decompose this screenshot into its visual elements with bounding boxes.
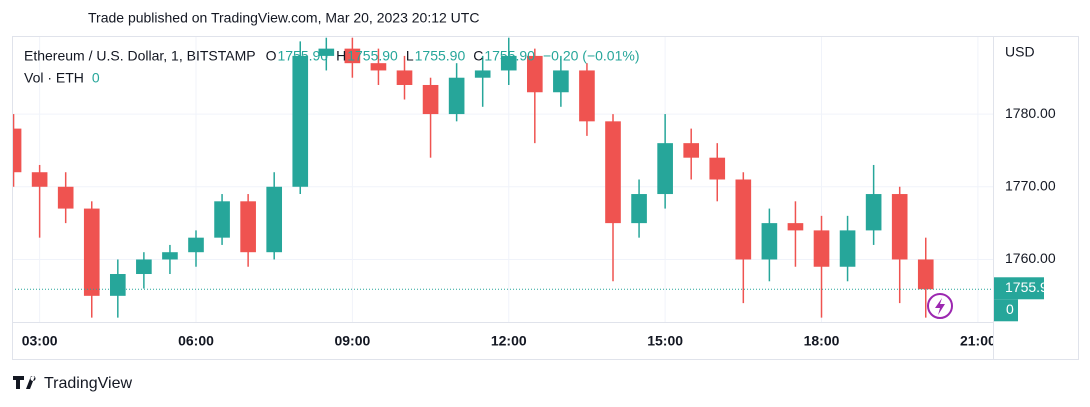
brand-logo (13, 376, 36, 389)
candle-body (344, 48, 361, 64)
candle-body (57, 186, 74, 209)
candle-body (813, 230, 830, 267)
candle-body (605, 121, 621, 224)
x-tick-label: 18:00 (804, 333, 840, 349)
legend: Ethereum / U.S. Dollar, 1, BITSTAMP O 1755… (24, 48, 640, 86)
y-tick-label: 1780.00 (1005, 105, 1056, 121)
last-price-tag (994, 277, 1044, 300)
x-tick-label: 09:00 (334, 333, 370, 349)
ohlc-value: 1755.90 (415, 48, 466, 64)
candle-body (683, 143, 700, 158)
candle-body (109, 274, 126, 296)
plot-area (13, 37, 993, 322)
change: −0.20 (−0.01%) (543, 48, 640, 64)
ohlc-key: O (266, 48, 277, 64)
candle-body (188, 237, 204, 253)
y-tick-label: 1760.00 (1005, 250, 1056, 266)
currency-label: USD (1005, 44, 1035, 60)
ohlc-key: L (406, 48, 414, 64)
ohlc-value: 1755.90 (484, 48, 535, 64)
candle-body (370, 63, 387, 71)
last-price-label: 1755.90 (1005, 279, 1056, 295)
candle-body (709, 157, 726, 180)
candle-body (318, 48, 335, 56)
candle-body (579, 70, 595, 122)
brand-name: TradingView (44, 375, 132, 392)
candle-body (500, 55, 517, 71)
candle-body (214, 201, 230, 238)
candle-body (526, 55, 543, 93)
candle-body (136, 259, 152, 275)
volume-tag (994, 299, 1018, 322)
candle-body (787, 223, 804, 231)
ohlc-value: 1755.90 (277, 48, 328, 64)
candle-body (839, 230, 856, 267)
candle-body (240, 201, 256, 253)
candle-body (396, 70, 413, 85)
price-axis: 1760.00 1770.00 1780.00 1755.90 0 (994, 105, 1056, 322)
volume-label: Vol · ETH (24, 70, 84, 86)
candle-body (865, 194, 882, 231)
candle-body (31, 172, 48, 187)
candle-body (761, 223, 778, 260)
candle-body (83, 208, 100, 296)
candle-body (735, 179, 752, 260)
ohlc-value: 1755.90 (347, 48, 398, 64)
candle-body (553, 70, 569, 93)
event-icon-bolt (935, 298, 945, 315)
x-tick-label: 12:00 (491, 333, 527, 349)
time-axis: 03:00 06:00 09:00 12:00 15:00 18:00 21:00 (22, 333, 996, 349)
ohlc-key: C (473, 48, 483, 64)
volume-tag-label: 0 (1006, 301, 1014, 317)
symbol-title: Ethereum / U.S. Dollar, 1, BITSTAMP (24, 48, 256, 64)
y-tick-label: 1770.00 (1005, 177, 1056, 193)
candle-body (162, 252, 178, 260)
candle-body (657, 143, 673, 195)
volume-value: 0 (92, 70, 100, 86)
chart-frame (12, 36, 1079, 360)
candle-body (891, 194, 908, 260)
x-tick-label: 06:00 (178, 333, 214, 349)
candle-body (422, 84, 439, 115)
x-tick-label: 21:00 (960, 333, 996, 349)
candle-body (292, 55, 309, 187)
candle-body (474, 70, 491, 78)
ohlc-key: H (336, 48, 346, 64)
x-tick-label: 03:00 (22, 333, 58, 349)
candle-body (448, 77, 465, 115)
candle-body (631, 194, 647, 224)
candle-body (266, 186, 283, 253)
published-note: Trade published on TradingView.com, Mar … (88, 10, 479, 26)
candle-body (917, 259, 934, 290)
x-tick-label: 15:00 (647, 333, 683, 349)
candle-body (13, 128, 22, 173)
